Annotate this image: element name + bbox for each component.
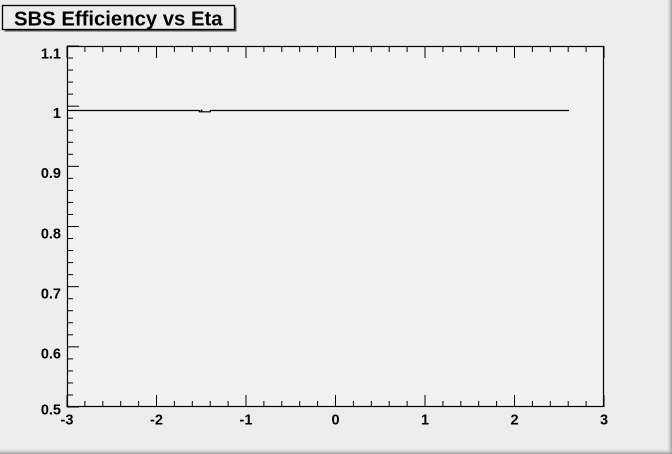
svg-text:1: 1 [53,106,61,122]
svg-text:0.8: 0.8 [41,226,61,242]
svg-text:-3: -3 [61,413,74,429]
svg-text:1: 1 [421,413,429,429]
svg-text:-1: -1 [240,413,253,429]
svg-text:2: 2 [510,413,518,429]
svg-text:3: 3 [600,413,608,429]
svg-text:SBS Efficiency vs Eta: SBS Efficiency vs Eta [14,9,223,31]
svg-text:0.7: 0.7 [41,287,61,303]
svg-text:0.9: 0.9 [41,166,61,182]
svg-text:0.6: 0.6 [41,347,61,363]
svg-text:0.5: 0.5 [41,402,61,418]
svg-text:1.1: 1.1 [41,46,61,62]
svg-text:0: 0 [331,413,339,429]
svg-text:-2: -2 [150,413,163,429]
